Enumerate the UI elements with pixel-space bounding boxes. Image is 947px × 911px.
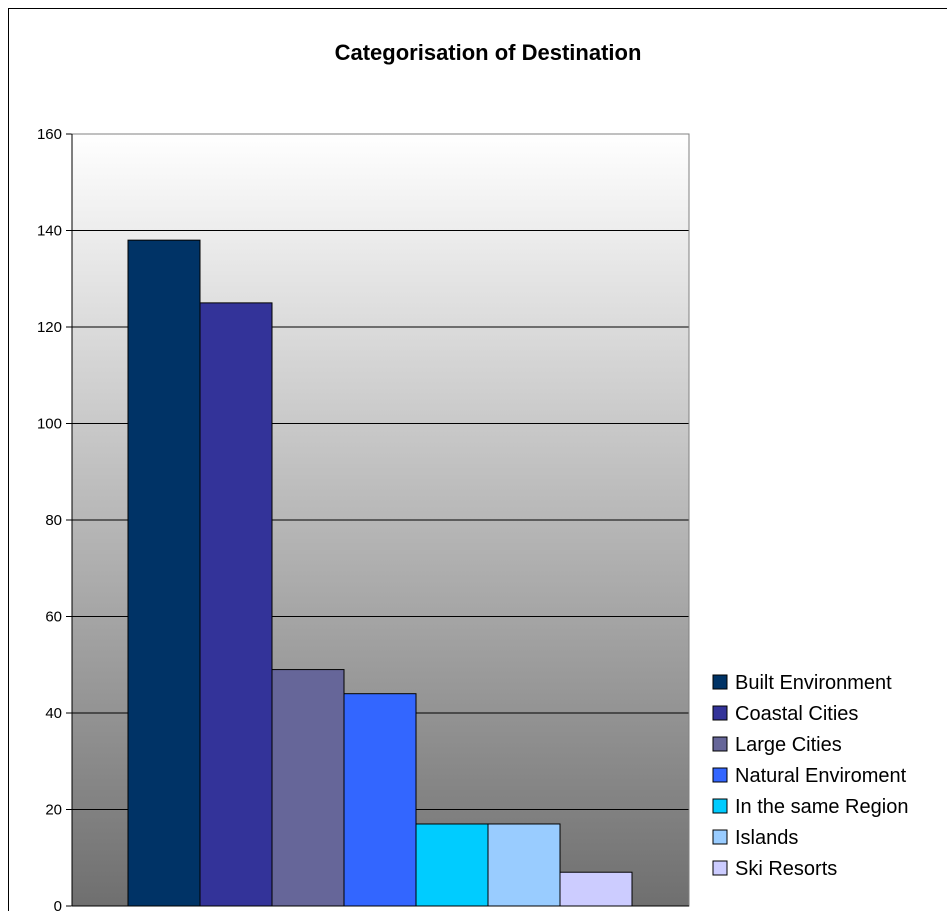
legend-swatch [712,829,728,845]
bar-built-environment [127,239,201,907]
bar-coastal-cities [199,302,273,907]
y-tick-label: 80 [45,512,62,529]
legend-label: Islands [735,827,798,849]
legend-swatch [712,736,728,752]
bar-in-the-same-region [415,823,489,907]
legend-label: Built Environment [735,672,892,694]
legend-label: Coastal Cities [735,703,858,725]
y-tick-label: 140 [37,223,62,240]
y-tick-label: 60 [45,609,62,626]
legend-label: Ski Resorts [735,858,837,880]
legend: Built Environment Coastal Cities Large Cit… [712,672,908,880]
legend-swatch [712,674,728,690]
chart-title: Categorisation of Destination [335,40,642,65]
y-tick-label: 40 [45,705,62,722]
bars [127,239,633,907]
legend-label: Large Cities [735,734,842,756]
legend-swatch [712,798,728,814]
y-tick-label: 20 [45,802,62,819]
legend-label: Natural Enviroment [735,765,907,787]
y-tick-label: 160 [37,126,62,143]
legend-swatch [712,767,728,783]
y-tick-label: 0 [54,898,62,911]
bar-natural-enviroment [343,693,417,907]
bar-ski-resorts [559,871,633,907]
bar-islands [487,823,561,907]
bar-large-cities [271,669,345,907]
y-tick-label: 100 [37,416,62,433]
y-tick-label: 120 [37,319,62,336]
legend-swatch [712,705,728,721]
legend-label: In the same Region [735,796,908,818]
legend-swatch [712,860,728,876]
y-axis: 0 20 40 60 80 100 120 140 160 [37,126,690,911]
